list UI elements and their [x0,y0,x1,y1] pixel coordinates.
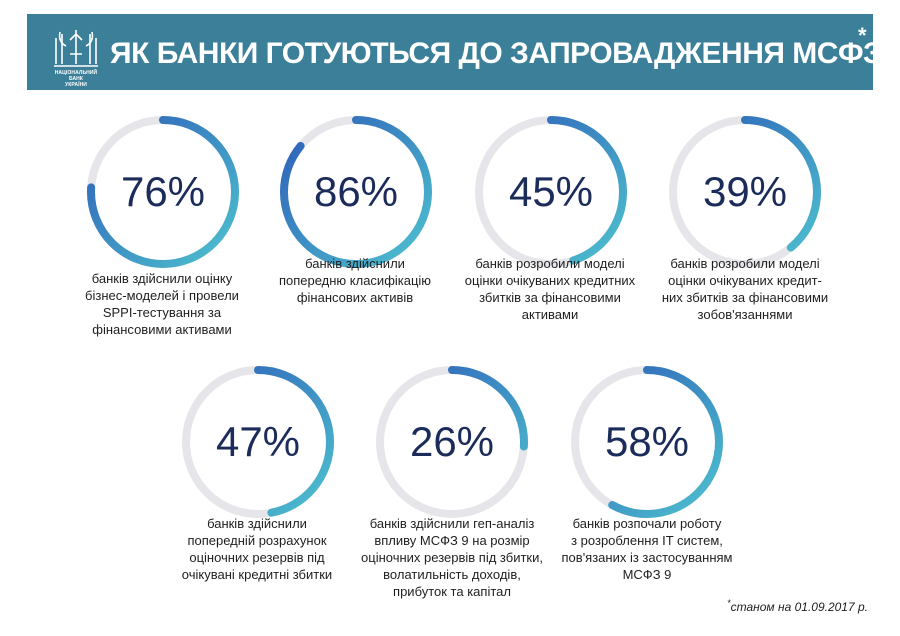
page-title: ЯК БАНКИ ГОТУЮТЬСЯ ДО ЗАПРОВАДЖЕННЯ МСФЗ… [110,37,900,70]
ring-caption-7: банків розпочали роботу з розроблення IT … [547,515,747,583]
caption-line: з розроблення IT систем, [571,533,723,548]
percent-value: 86% [313,168,399,215]
caption-line: оціночних резервів під [189,550,325,565]
caption-line: банків здійснили [305,256,405,271]
caption-line: очікувані кредитні збитки [181,567,333,582]
ring-graphic [669,116,821,268]
caption-line: попередню класифікацію [278,273,432,288]
nbu-emblem-icon [54,30,98,67]
caption-line: активами [521,307,579,322]
progress-ring-5: 47% [178,362,338,522]
ring-graphic [280,116,432,268]
caption-line: них збитків за фінансовими [661,290,829,305]
header-banner [27,14,873,90]
title-asterisk: * [858,23,867,48]
caption-line: оцінки очікуваних кредитних [464,273,636,288]
caption-line: впливу МСФЗ 9 на розмір [374,533,530,548]
ring-caption-1: банків здійснили оцінку бізнес-моделей і … [62,270,262,338]
logo-line-2: БАНК [68,76,84,82]
percent-value: 26% [409,418,495,465]
ring-progress-arc [280,116,432,268]
caption-line: пов'язаних із застосуванням [561,550,733,565]
ring-caption-2: банків здійснили попередню класифікацію фі… [255,255,455,306]
caption-line: SPPI-тестування за [102,305,222,320]
ring-progress-arc [376,366,528,518]
caption-line: фінансовими активами [92,322,232,337]
percent-value: 58% [604,418,690,465]
caption-line: банків розпочали роботу [572,516,722,531]
ring-progress-arc [87,116,239,268]
percent-value: 76% [120,168,206,215]
caption-line: банків здійснили геп-аналіз [369,516,535,531]
progress-ring-4: 39% [665,112,825,272]
progress-ring-6: 26% [372,362,532,522]
ring-caption-4: банків розробили моделі оцінки очікуваних… [645,255,845,323]
ring-graphic [571,366,723,518]
logo-line-1: НАЦІОНАЛЬНИЙ [54,70,98,76]
caption-line: прибуток та капітал [393,584,511,599]
progress-ring-7: 58% [567,362,727,522]
caption-line: банків здійснили оцінку [91,271,233,286]
caption-line: оціночних резервів під збитки, [361,550,543,565]
ring-caption-6: банків здійснили геп-аналіз впливу МСФЗ 9… [352,515,552,600]
footnote-text: станом на 01.09.2017 р. [730,600,868,614]
caption-line: волатильність доходів, [383,567,521,582]
ring-caption-5: банків здійснили попередній розрахунок оці… [157,515,357,583]
caption-line: банків розробили моделі [475,256,625,271]
percent-value: 39% [702,168,788,215]
ring-progress-arc [475,116,627,268]
ring-graphic [376,366,528,518]
caption-line: попередній розрахунок [187,533,327,548]
ring-graphic [475,116,627,268]
caption-line: банків розробили моделі [670,256,820,271]
progress-ring-1: 76% [83,112,243,272]
ring-graphic [182,366,334,518]
caption-line: фінансових активів [296,290,414,305]
nbu-logo: НАЦІОНАЛЬНИЙ БАНК УКРАЇНИ [50,24,102,88]
caption-line: банків здійснили [207,516,307,531]
progress-ring-2: 86% [276,112,436,272]
caption-line: бізнес-моделей і провели [85,288,239,303]
ring-progress-arc [669,116,821,268]
caption-line: збитків за фінансовими [479,290,621,305]
caption-line: МСФЗ 9 [622,567,672,582]
ring-progress-arc [182,366,334,518]
progress-ring-3: 45% [471,112,631,272]
footnote: *станом на 01.09.2017 р. [727,598,868,614]
ring-graphic [87,116,239,268]
caption-line: оцінки очікуваних кредит- [668,273,822,288]
percent-value: 45% [508,168,594,215]
footnote-asterisk: * [727,598,731,608]
caption-line: зобов'язаннями [697,307,793,322]
ring-progress-arc [571,366,723,518]
percent-value: 47% [215,418,301,465]
ring-caption-3: банків розробили моделі оцінки очікуваних… [450,255,650,323]
logo-line-3: УКРАЇНИ [65,82,87,88]
